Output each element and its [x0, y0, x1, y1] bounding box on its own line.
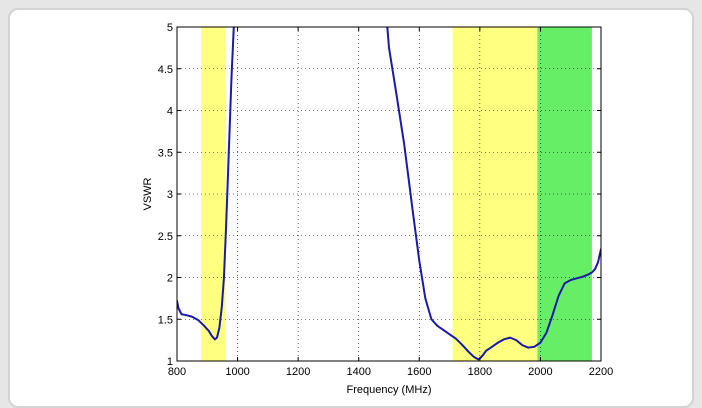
y-tick-label: 1 — [167, 356, 173, 368]
x-tick-labels: 800 1000 1200 1400 1600 1800 2000 2200 — [168, 366, 613, 378]
x-axis-title: Frequency (MHz) — [347, 384, 432, 396]
y-tick-labels: 1 1.5 2 2.5 3 3.5 4 4.5 5 — [158, 22, 173, 368]
y-tick-label: 3.5 — [158, 147, 173, 159]
y-axis-title: VSWR — [142, 177, 154, 210]
series-layer — [177, 27, 601, 361]
y-tick-label: 4 — [167, 106, 173, 118]
grid — [177, 27, 601, 361]
x-tick-label: 1000 — [225, 366, 249, 378]
x-tick-label: 1200 — [286, 366, 310, 378]
y-tick-label: 5 — [167, 22, 173, 34]
vswr-line-0 — [177, 27, 601, 361]
y-tick-label: 2 — [167, 273, 173, 285]
x-tick-label: 2200 — [589, 366, 613, 378]
band-2 — [537, 27, 592, 361]
vswr-chart: 800 1000 1200 1400 1600 1800 2000 2200 1 1.5 2 2.5… — [142, 22, 613, 396]
x-tick-label: 1600 — [407, 366, 431, 378]
y-tick-label: 4.5 — [158, 64, 173, 76]
y-tick-label: 2.5 — [158, 231, 173, 243]
x-tick-label: 1800 — [468, 366, 492, 378]
y-tick-label: 3 — [167, 189, 173, 201]
tick-marks — [176, 26, 602, 362]
band-1 — [452, 27, 538, 361]
x-tick-label: 1400 — [346, 366, 370, 378]
x-tick-label: 2000 — [528, 366, 552, 378]
y-tick-label: 1.5 — [158, 314, 173, 326]
x-tick-label: 800 — [168, 366, 186, 378]
